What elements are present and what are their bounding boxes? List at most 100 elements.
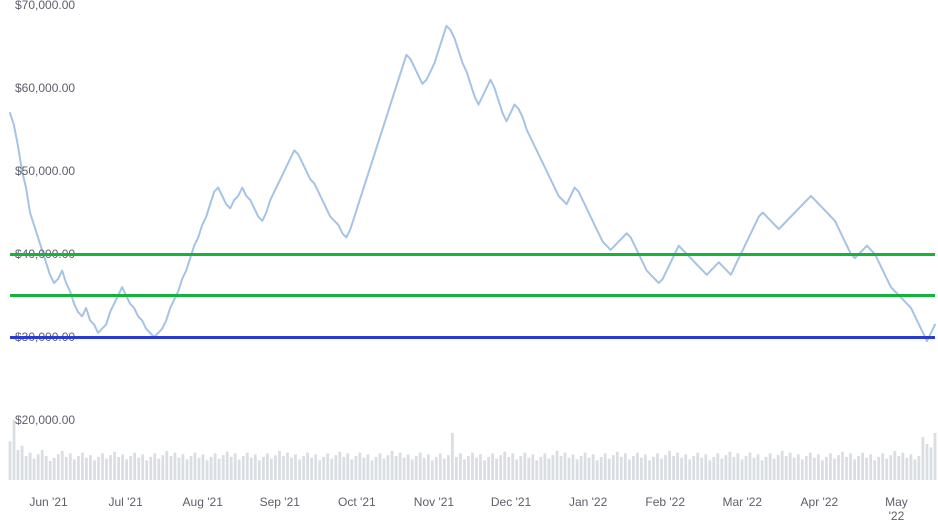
volume-bar — [242, 456, 245, 480]
volume-bar — [222, 455, 225, 480]
volume-bar — [829, 453, 832, 480]
volume-bars-svg — [0, 0, 938, 525]
volume-bar — [934, 433, 937, 480]
volume-bar — [17, 450, 20, 480]
x-tick-label: Nov '21 — [414, 495, 454, 509]
volume-bar — [897, 456, 900, 480]
volume-bar — [314, 454, 317, 480]
volume-bar — [246, 453, 249, 480]
volume-bar — [801, 459, 804, 480]
volume-bar — [753, 458, 756, 480]
volume-bar — [363, 458, 366, 480]
volume-bar — [298, 459, 301, 480]
volume-bar — [548, 459, 551, 480]
volume-bar — [680, 458, 683, 480]
volume-bar — [861, 453, 864, 480]
volume-bar — [793, 458, 796, 480]
volume-bar — [391, 451, 394, 480]
volume-bar — [270, 459, 273, 480]
volume-bar — [833, 459, 836, 480]
x-tick-label: Jun '21 — [29, 495, 67, 509]
volume-bar — [45, 456, 48, 480]
reference-line — [10, 336, 935, 339]
volume-bar — [757, 454, 760, 480]
volume-bar — [922, 437, 925, 480]
volume-bar — [101, 453, 104, 480]
volume-bar — [262, 457, 265, 480]
volume-bar — [809, 453, 812, 480]
volume-bar — [805, 456, 808, 480]
reference-line — [10, 294, 935, 297]
volume-bar — [535, 460, 538, 480]
volume-bar — [133, 453, 136, 480]
volume-bar — [531, 454, 534, 480]
volume-bar — [359, 453, 362, 480]
volume-bar — [302, 456, 305, 480]
volume-bar — [857, 456, 860, 480]
y-tick-label: $50,000.00 — [15, 164, 75, 178]
volume-bar — [93, 460, 96, 480]
volume-bar — [89, 455, 92, 480]
volume-bar — [234, 453, 237, 480]
volume-bar — [881, 453, 884, 480]
volume-bar — [507, 457, 510, 480]
volume-bar — [41, 450, 44, 480]
volume-bar — [668, 451, 671, 480]
volume-bar — [696, 453, 699, 480]
volume-bar — [258, 460, 261, 480]
volume-bar — [544, 453, 547, 480]
volume-bar — [182, 454, 185, 480]
volume-bar — [218, 459, 221, 480]
volume-bar — [837, 455, 840, 480]
volume-bar — [423, 458, 426, 480]
reference-line — [10, 253, 935, 256]
volume-bar — [383, 459, 386, 480]
volume-bar — [174, 453, 177, 480]
x-tick-label: Feb '22 — [645, 495, 685, 509]
volume-bar — [640, 458, 643, 480]
volume-bar — [286, 453, 289, 480]
volume-bar — [632, 456, 635, 480]
volume-bar — [491, 453, 494, 480]
volume-bar — [322, 457, 325, 480]
volume-bar — [604, 453, 607, 480]
volume-bar — [515, 459, 518, 480]
volume-bar — [592, 454, 595, 480]
volume-bar — [387, 455, 390, 480]
volume-bar — [817, 454, 820, 480]
volume-bar — [813, 458, 816, 480]
volume-bar — [431, 460, 434, 480]
volume-bar — [97, 457, 100, 480]
volume-bar — [789, 453, 792, 480]
volume-bar — [53, 458, 56, 480]
volume-bar — [568, 458, 571, 480]
volume-bar — [113, 452, 116, 480]
volume-bar — [676, 453, 679, 480]
volume-bar — [628, 459, 631, 480]
volume-bar — [608, 459, 611, 480]
volume-bar — [785, 456, 788, 480]
volume-bar — [355, 456, 358, 480]
volume-bar — [620, 457, 623, 480]
volume-bar — [250, 458, 253, 480]
volume-bar — [141, 454, 144, 480]
volume-bar — [873, 460, 876, 480]
volume-bar — [157, 459, 160, 480]
volume-bar — [419, 453, 422, 480]
volume-bar — [455, 457, 458, 480]
volume-bar — [704, 454, 707, 480]
volume-bar — [186, 459, 189, 480]
volume-bar — [660, 459, 663, 480]
volume-bar — [564, 453, 567, 480]
volume-bar — [178, 458, 181, 480]
volume-bar — [560, 456, 563, 480]
volume-bar — [475, 458, 478, 480]
volume-bar — [930, 447, 933, 480]
volume-bar — [230, 457, 233, 480]
volume-bar — [729, 452, 732, 480]
volume-bar — [479, 454, 482, 480]
volume-bar — [576, 459, 579, 480]
volume-bar — [926, 444, 929, 480]
volume-bar — [777, 455, 780, 480]
volume-bar — [375, 457, 378, 480]
